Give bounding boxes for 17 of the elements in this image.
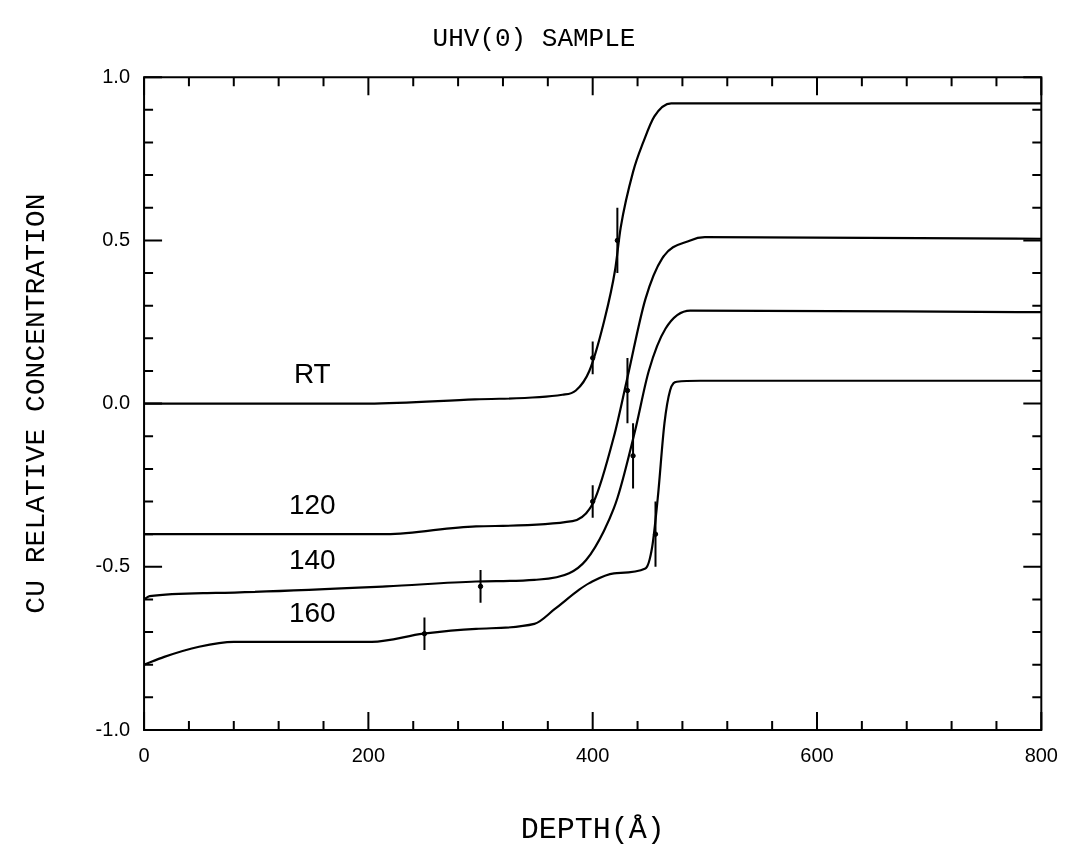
y-tick-label: -0.5 [95,554,131,577]
x-tick-label: 200 [351,743,386,766]
y-tick-label: 1.0 [102,64,131,87]
series-label: 160 [288,596,336,628]
y-axis-title: CU RELATIVE CONCENTRATION [21,193,53,614]
chart-title: UHV(0) SAMPLE [432,24,636,55]
series-label: 120 [288,488,336,520]
x-tick-label: 0 [138,743,150,766]
series-label: 140 [288,543,336,575]
x-tick-label: 800 [1024,743,1058,766]
x-tick-label: 400 [576,743,610,766]
x-axis-title: DEPTH(Å) [520,812,665,847]
x-tick-label: 600 [800,743,834,766]
y-tick-label: -1.0 [95,717,131,740]
y-tick-label: 0.5 [102,227,131,250]
series-label: RT [293,358,331,390]
y-tick-label: 0.0 [102,391,131,414]
